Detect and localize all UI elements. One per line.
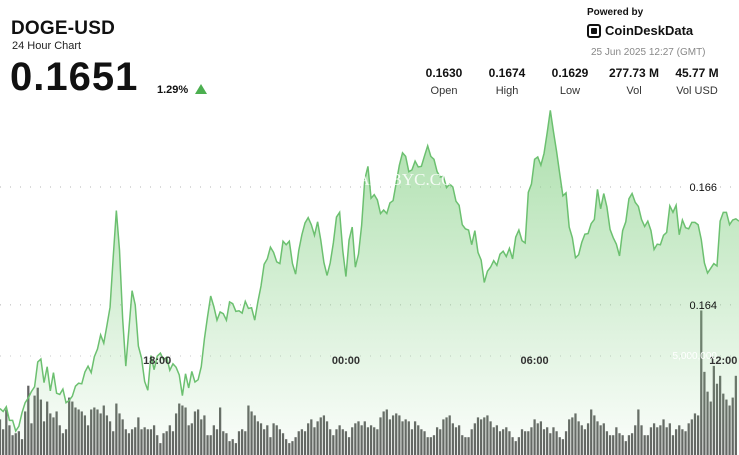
stat-vol-usd-label: Vol USD [676,85,718,97]
coindesk-icon [587,23,601,38]
x-tick-label: 00:00 [332,355,360,367]
stat-vol: 277.73 M Vol [606,66,662,97]
powered-by-label: Powered by [587,7,644,18]
stat-low: 0.1629 Low [551,66,589,97]
chart-title: DOGE-USD [11,18,115,39]
timestamp: 25 Jun 2025 12:27 (GMT) [591,47,706,58]
brand-name: CoinDeskData [605,23,694,38]
stat-low-label: Low [559,85,581,97]
stat-open: 0.1630 Open [425,66,463,97]
y-tick-label: 0.166 [689,182,717,194]
stat-high-value: 0.1674 [488,66,526,80]
price-change: 1.29% [157,84,189,96]
stat-high: 0.1674 High [488,66,526,97]
current-price: 0.1651 [10,55,139,99]
stat-vol-usd-value: 45.77 M [675,66,719,80]
watermark: ALLBYC.COM [358,170,469,189]
volume-tick-label: 5,000,000 [673,351,718,362]
stat-open-value: 0.1630 [425,66,463,80]
stat-high-label: High [495,85,519,97]
brand-logo: CoinDeskData [587,23,693,38]
price-line [0,110,739,433]
stat-vol-usd: 45.77 M Vol USD [672,66,722,97]
stat-vol-value: 277.73 M [608,66,660,80]
price-area [0,110,739,455]
up-arrow-icon [195,84,207,94]
x-tick-label: 06:00 [521,355,549,367]
x-tick-label: 18:00 [143,355,171,367]
stat-vol-label: Vol [626,85,642,97]
stat-open-label: Open [430,85,458,97]
y-tick-label: 0.164 [689,300,717,312]
chart-subtitle: 24 Hour Chart [12,40,82,52]
x-tick-label: 12:00 [709,355,737,367]
stat-low-value: 0.1629 [551,66,589,80]
